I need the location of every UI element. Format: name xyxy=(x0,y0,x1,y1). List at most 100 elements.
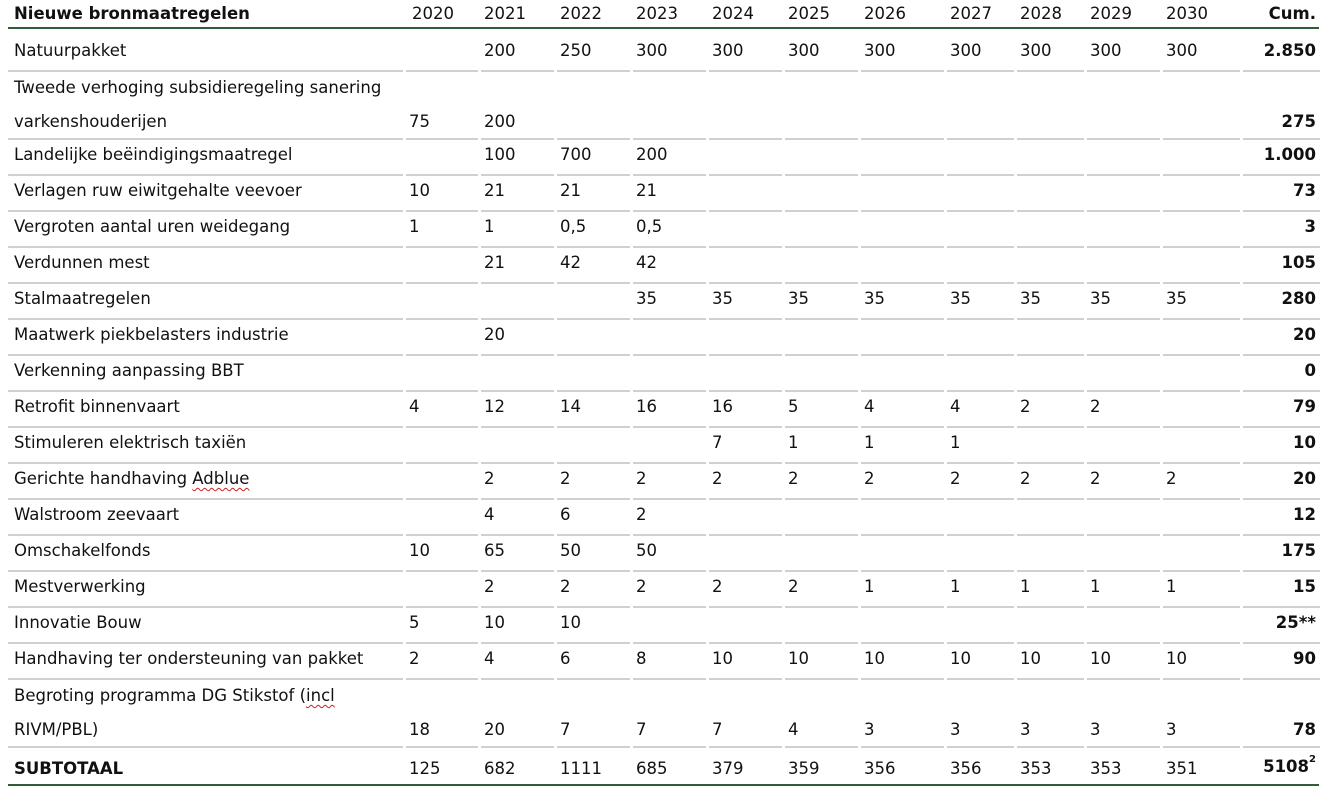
cell-rule xyxy=(785,70,858,72)
cell-rule xyxy=(785,570,858,572)
cell-rule xyxy=(1243,390,1320,392)
cell-rule xyxy=(1163,318,1240,320)
cell-rule xyxy=(406,746,478,748)
row-value: 5 xyxy=(409,613,420,632)
cell-rule xyxy=(1087,174,1160,176)
cell-rule xyxy=(1163,642,1240,644)
cell-rule xyxy=(1017,678,1084,680)
cell-rule xyxy=(1243,678,1320,680)
row-value: 1 xyxy=(788,433,799,452)
header-year: 2025 xyxy=(788,4,830,23)
row-cumulative: 175 xyxy=(1281,541,1316,560)
cell-rule xyxy=(1243,70,1320,72)
header-year: 2021 xyxy=(484,4,526,23)
row-label: Handhaving ter ondersteuning van pakket xyxy=(14,649,364,668)
cell-rule xyxy=(8,426,403,428)
cell-rule xyxy=(481,354,554,356)
cell-rule xyxy=(1017,498,1084,500)
row-value: 21 xyxy=(636,181,657,200)
cell-rule xyxy=(1243,282,1320,284)
cell-rule xyxy=(1243,570,1320,572)
cell-rule xyxy=(1087,354,1160,356)
cell-rule xyxy=(861,570,944,572)
row-value: 2 xyxy=(484,469,495,488)
table-row: Innovatie Bouw 5 10 10 25** xyxy=(8,608,1320,644)
row-label: Stimuleren elektrisch taxiën xyxy=(14,433,247,452)
cell-rule xyxy=(406,678,478,680)
total-value: 125 xyxy=(409,759,441,778)
total-cumulative-value: 5108 xyxy=(1263,757,1310,776)
cell-rule xyxy=(947,570,1014,572)
cell-rule xyxy=(1243,498,1320,500)
cell-rule xyxy=(1243,462,1320,464)
cell-rule xyxy=(709,534,782,536)
cell-rule xyxy=(557,498,630,500)
row-value: 300 xyxy=(1090,41,1122,60)
cell-rule xyxy=(1163,426,1240,428)
cell-rule xyxy=(633,210,706,212)
row-value: 3 xyxy=(1020,720,1031,739)
cell-rule xyxy=(1163,354,1240,356)
cell-rule xyxy=(1017,318,1084,320)
cell-rule xyxy=(481,210,554,212)
header-cum: Cum. xyxy=(1268,4,1316,23)
cell-rule xyxy=(1087,390,1160,392)
row-cumulative: 1.000 xyxy=(1263,145,1316,164)
row-value: 250 xyxy=(560,41,592,60)
cell-rule xyxy=(709,246,782,248)
total-value: 353 xyxy=(1020,759,1052,778)
cell-rule xyxy=(1243,210,1320,212)
row-value: 35 xyxy=(636,289,657,308)
cell-rule xyxy=(8,174,403,176)
cell-rule xyxy=(1087,746,1160,748)
cell-rule xyxy=(785,210,858,212)
cell-rule xyxy=(861,746,944,748)
cell-rule xyxy=(1017,426,1084,428)
row-value: 12 xyxy=(484,397,505,416)
cell-rule xyxy=(633,498,706,500)
cell-rule xyxy=(861,70,944,72)
cell-rule xyxy=(406,70,478,72)
row-value: 75 xyxy=(409,112,430,131)
cell-rule xyxy=(406,174,478,176)
cell-rule xyxy=(1243,246,1320,248)
cell-rule xyxy=(709,678,782,680)
cell-rule xyxy=(785,678,858,680)
cell-rule xyxy=(1243,606,1320,608)
cell-rule xyxy=(557,174,630,176)
cell-rule xyxy=(709,570,782,572)
cell-rule xyxy=(8,318,403,320)
cell-rule xyxy=(481,246,554,248)
cell-rule xyxy=(709,318,782,320)
header-rule xyxy=(8,27,1319,29)
cell-rule xyxy=(1087,534,1160,536)
row-value: 10 xyxy=(788,649,809,668)
cell-rule xyxy=(557,426,630,428)
cell-rule xyxy=(1243,642,1320,644)
cell-rule xyxy=(557,318,630,320)
cell-rule xyxy=(1163,534,1240,536)
cell-rule xyxy=(406,210,478,212)
row-label: Omschakelfonds xyxy=(14,541,151,560)
row-value: 3 xyxy=(950,720,961,739)
row-label-continued: RIVM/PBL) xyxy=(14,720,99,739)
cell-rule xyxy=(8,498,403,500)
row-value: 1 xyxy=(950,577,961,596)
table-row: Retrofit binnenvaart 4 12 14 16 16 5 4 4 2 2 79 xyxy=(8,392,1320,428)
row-value: 35 xyxy=(788,289,809,308)
row-value: 10 xyxy=(950,649,971,668)
row-value: 16 xyxy=(636,397,657,416)
row-value: 65 xyxy=(484,541,505,560)
row-value: 2 xyxy=(409,649,420,668)
row-value: 1 xyxy=(409,217,420,236)
row-cumulative: 0 xyxy=(1304,361,1316,380)
cell-rule xyxy=(1243,174,1320,176)
row-value: 1 xyxy=(864,433,875,452)
cell-rule xyxy=(481,318,554,320)
cell-rule xyxy=(1017,210,1084,212)
cell-rule xyxy=(785,746,858,748)
row-label: Vergroten aantal uren weidegang xyxy=(14,217,291,236)
table-row: Omschakelfonds 10 65 50 50 175 xyxy=(8,536,1320,572)
row-value: 2 xyxy=(950,469,961,488)
cell-rule xyxy=(1017,282,1084,284)
